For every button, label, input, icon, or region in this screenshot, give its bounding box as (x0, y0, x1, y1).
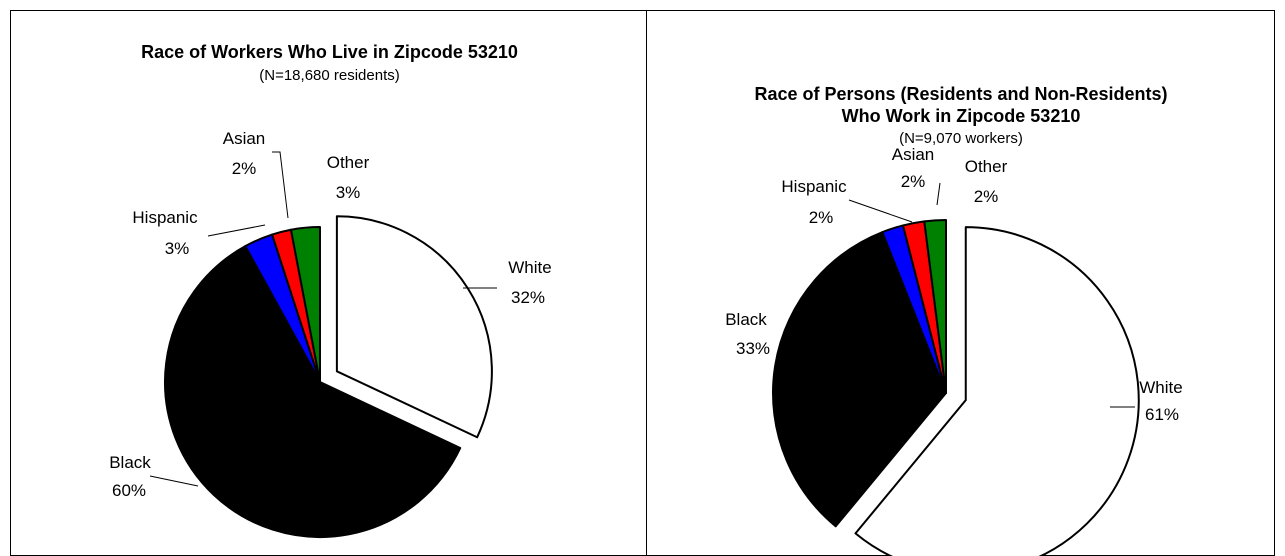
slice-label-asian: Asian (223, 129, 266, 148)
leader-line-hispanic (207, 224, 266, 237)
chart-title-line-2: Who Work in Zipcode 53210 (841, 106, 1081, 126)
slice-label-white: White (508, 258, 551, 277)
pie-slice-black (772, 231, 947, 528)
slice-value-black: 60% (112, 481, 146, 500)
slice-label-other: Other (965, 157, 1008, 176)
slice-label-hispanic: Hispanic (781, 177, 847, 196)
leader-line-hispanic (848, 199, 913, 223)
chart-subtitle: (N=9,070 workers) (899, 130, 1023, 147)
slice-label-asian: Asian (892, 145, 935, 164)
pie-slice-white (854, 226, 1140, 556)
pie-slice-other (923, 219, 947, 394)
slice-value-asian: 2% (232, 159, 257, 178)
chart-subtitle: (N=18,680 residents) (259, 67, 400, 84)
slice-value-hispanic: 2% (809, 208, 834, 227)
slice-value-hispanic: 3% (165, 239, 190, 258)
slice-value-other: 2% (974, 187, 999, 206)
slice-label-white: White (1139, 378, 1182, 397)
slice-value-white: 61% (1145, 405, 1179, 424)
slice-label-other: Other (327, 153, 370, 172)
pie-slice-other (289, 226, 321, 383)
chart-title-line-1: Race of Persons (Residents and Non-Resid… (754, 84, 1168, 104)
slice-label-hispanic: Hispanic (132, 208, 198, 227)
leader-line-asian (272, 151, 289, 219)
slice-value-asian: 2% (901, 172, 926, 191)
leader-line-asian (936, 182, 941, 206)
slice-value-black: 33% (736, 339, 770, 358)
leader-line-black (149, 475, 199, 487)
slice-value-white: 32% (511, 288, 545, 307)
slice-value-other: 3% (336, 183, 361, 202)
slice-label-black: Black (725, 310, 767, 329)
slice-label-black: Black (109, 453, 151, 472)
chart-title: Race of Workers Who Live in Zipcode 5321… (141, 42, 518, 62)
pie-slice-black (164, 245, 462, 538)
